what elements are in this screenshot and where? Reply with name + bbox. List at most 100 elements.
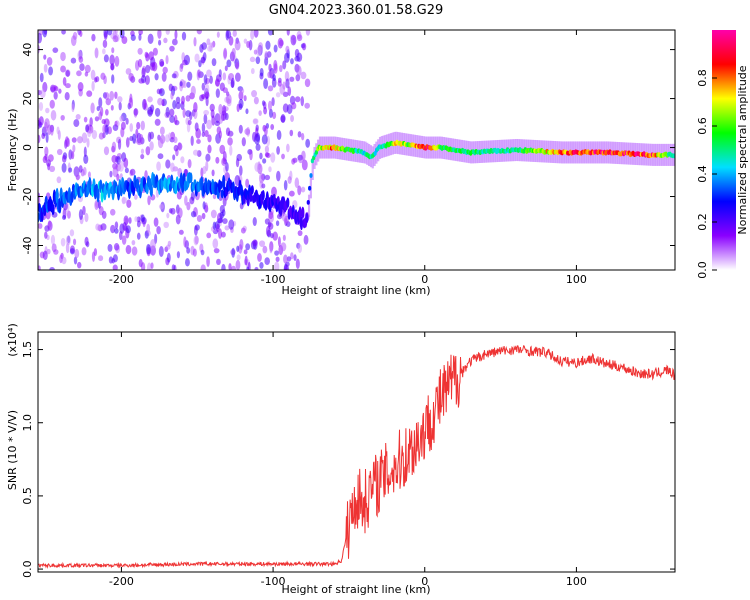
noise-speckle — [47, 154, 54, 162]
noise-speckle — [177, 207, 183, 219]
noise-speckle — [165, 54, 169, 65]
noise-speckle — [170, 91, 174, 100]
noise-speckle — [254, 266, 259, 270]
noise-speckle — [125, 244, 132, 255]
noise-speckle — [225, 30, 230, 41]
noise-speckle — [44, 146, 49, 157]
noise-speckle — [213, 248, 220, 254]
spectrogram-x-axis-label: Height of straight line (km) — [281, 284, 430, 297]
noise-speckle — [239, 238, 244, 250]
noise-speckle — [283, 180, 288, 191]
noise-speckle — [146, 223, 151, 234]
noise-speckle — [125, 117, 129, 125]
noise-speckle — [300, 71, 307, 80]
noise-speckle — [110, 64, 115, 71]
noise-speckle — [301, 42, 307, 51]
noise-speckle — [149, 131, 155, 140]
noise-speckle — [62, 76, 67, 86]
noise-speckle — [228, 35, 234, 46]
noise-speckle — [159, 126, 165, 136]
x-tick-label: 0 — [421, 575, 428, 588]
noise-speckle — [157, 137, 164, 149]
noise-speckle — [285, 78, 290, 89]
noise-speckle — [219, 144, 226, 155]
noise-speckle — [290, 252, 294, 260]
noise-speckle — [93, 248, 98, 256]
noise-speckle — [204, 130, 209, 138]
noise-speckle — [121, 197, 128, 204]
noise-speckle — [168, 132, 172, 140]
ridge-cell — [222, 174, 226, 191]
noise-speckle — [147, 262, 152, 270]
noise-speckle — [224, 65, 228, 72]
ridge-cell — [261, 190, 265, 201]
noise-speckle — [49, 99, 55, 109]
ridge-halo — [311, 157, 314, 180]
noise-speckle — [267, 85, 274, 92]
noise-speckle — [38, 223, 43, 229]
noise-speckle — [264, 174, 271, 181]
noise-speckle — [200, 249, 205, 256]
noise-speckle — [73, 119, 80, 128]
noise-speckle — [145, 64, 151, 74]
noise-speckle — [201, 131, 206, 138]
noise-speckle — [150, 239, 156, 250]
noise-speckle — [117, 96, 123, 103]
noise-speckle — [101, 210, 107, 219]
noise-speckle — [234, 39, 241, 51]
noise-speckle — [294, 55, 300, 62]
snr-frame — [37, 331, 676, 573]
noise-speckle — [115, 156, 119, 163]
noise-speckle — [136, 138, 143, 146]
noise-speckle — [186, 81, 191, 88]
noise-speckle — [279, 64, 283, 73]
noise-speckle — [154, 118, 161, 126]
noise-speckle — [295, 258, 300, 270]
noise-speckle — [252, 239, 258, 247]
noise-speckle — [264, 50, 269, 60]
noise-speckle — [272, 111, 277, 120]
noise-speckle — [81, 247, 87, 256]
noise-speckle — [283, 254, 288, 264]
noise-speckle — [231, 247, 236, 258]
noise-speckle — [157, 97, 164, 106]
noise-speckle — [201, 122, 206, 133]
noise-speckle — [103, 54, 109, 63]
noise-speckle — [243, 95, 247, 102]
noise-speckle — [258, 42, 264, 52]
noise-speckle — [60, 114, 65, 121]
noise-speckle — [293, 254, 297, 261]
noise-speckle — [120, 127, 125, 138]
noise-speckle — [168, 83, 173, 92]
noise-speckle — [76, 70, 82, 77]
noise-speckle — [84, 71, 89, 77]
noise-speckle — [86, 90, 93, 97]
noise-speckle — [232, 30, 237, 37]
noise-speckle — [168, 208, 173, 214]
noise-speckle — [147, 195, 151, 206]
noise-speckle — [42, 250, 48, 261]
noise-speckle — [102, 48, 106, 55]
noise-speckle — [185, 258, 190, 267]
noise-speckle — [243, 38, 248, 44]
noise-speckle — [62, 215, 67, 221]
noise-speckle — [279, 39, 284, 47]
noise-speckle — [289, 76, 295, 82]
noise-speckle — [84, 212, 89, 223]
y-tick-label: 1.5 — [21, 341, 34, 359]
y-tick-label: 0 — [21, 144, 34, 151]
noise-speckle — [212, 238, 219, 249]
noise-speckle — [101, 119, 106, 125]
noise-speckle — [255, 56, 261, 65]
noise-speckle — [98, 132, 105, 140]
noise-speckle — [125, 68, 132, 75]
noise-speckle — [228, 263, 232, 270]
noise-speckle — [64, 91, 70, 101]
noise-speckle — [259, 240, 266, 248]
noise-speckle — [297, 243, 303, 254]
noise-speckle — [117, 138, 122, 150]
x-tick-label: -200 — [109, 575, 134, 588]
noise-speckle — [49, 165, 56, 173]
noise-speckle — [220, 231, 226, 238]
noise-speckle — [159, 61, 165, 67]
